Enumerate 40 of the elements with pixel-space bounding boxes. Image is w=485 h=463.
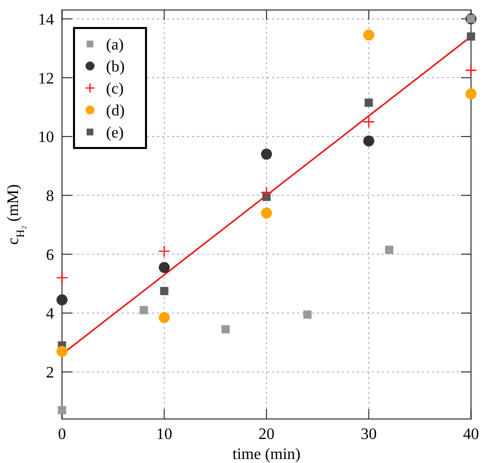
y-tick-label: 2 bbox=[46, 364, 54, 382]
y-tick-label: 14 bbox=[38, 11, 54, 28]
legend-label: (b) bbox=[106, 58, 125, 76]
y-tick-label: 12 bbox=[38, 70, 54, 88]
x-axis-title: time (min) bbox=[232, 446, 300, 463]
legend-label: (e) bbox=[106, 124, 124, 142]
legend-label: (d) bbox=[106, 102, 125, 120]
point bbox=[261, 148, 272, 160]
point bbox=[158, 262, 170, 273]
x-tick-label: 20 bbox=[258, 426, 274, 443]
point bbox=[363, 135, 374, 146]
y-tick-label: 6 bbox=[46, 246, 54, 264]
point bbox=[160, 286, 168, 296]
point bbox=[58, 406, 66, 414]
point bbox=[464, 64, 478, 76]
x-tick-label: 10 bbox=[156, 426, 172, 443]
point bbox=[260, 186, 273, 199]
legend-label: (c) bbox=[106, 80, 124, 98]
point bbox=[221, 325, 230, 334]
point bbox=[56, 346, 68, 357]
legend-label: (a) bbox=[106, 36, 124, 54]
y-tick-label: 8 bbox=[46, 188, 54, 205]
point bbox=[363, 30, 374, 41]
point bbox=[56, 272, 68, 284]
point bbox=[158, 245, 170, 258]
point bbox=[362, 116, 375, 128]
point bbox=[261, 208, 272, 219]
point bbox=[56, 294, 68, 306]
point bbox=[158, 312, 170, 323]
point bbox=[466, 32, 476, 41]
y-tick-label: 10 bbox=[38, 129, 54, 146]
point bbox=[364, 98, 373, 107]
point bbox=[303, 310, 312, 319]
point bbox=[385, 246, 394, 254]
y-tick-label: 4 bbox=[46, 306, 54, 323]
point bbox=[466, 88, 476, 100]
x-tick-label: 0 bbox=[58, 426, 66, 443]
x-tick-label: 40 bbox=[463, 426, 479, 443]
x-tick-label: 30 bbox=[360, 426, 377, 443]
point bbox=[140, 306, 148, 314]
